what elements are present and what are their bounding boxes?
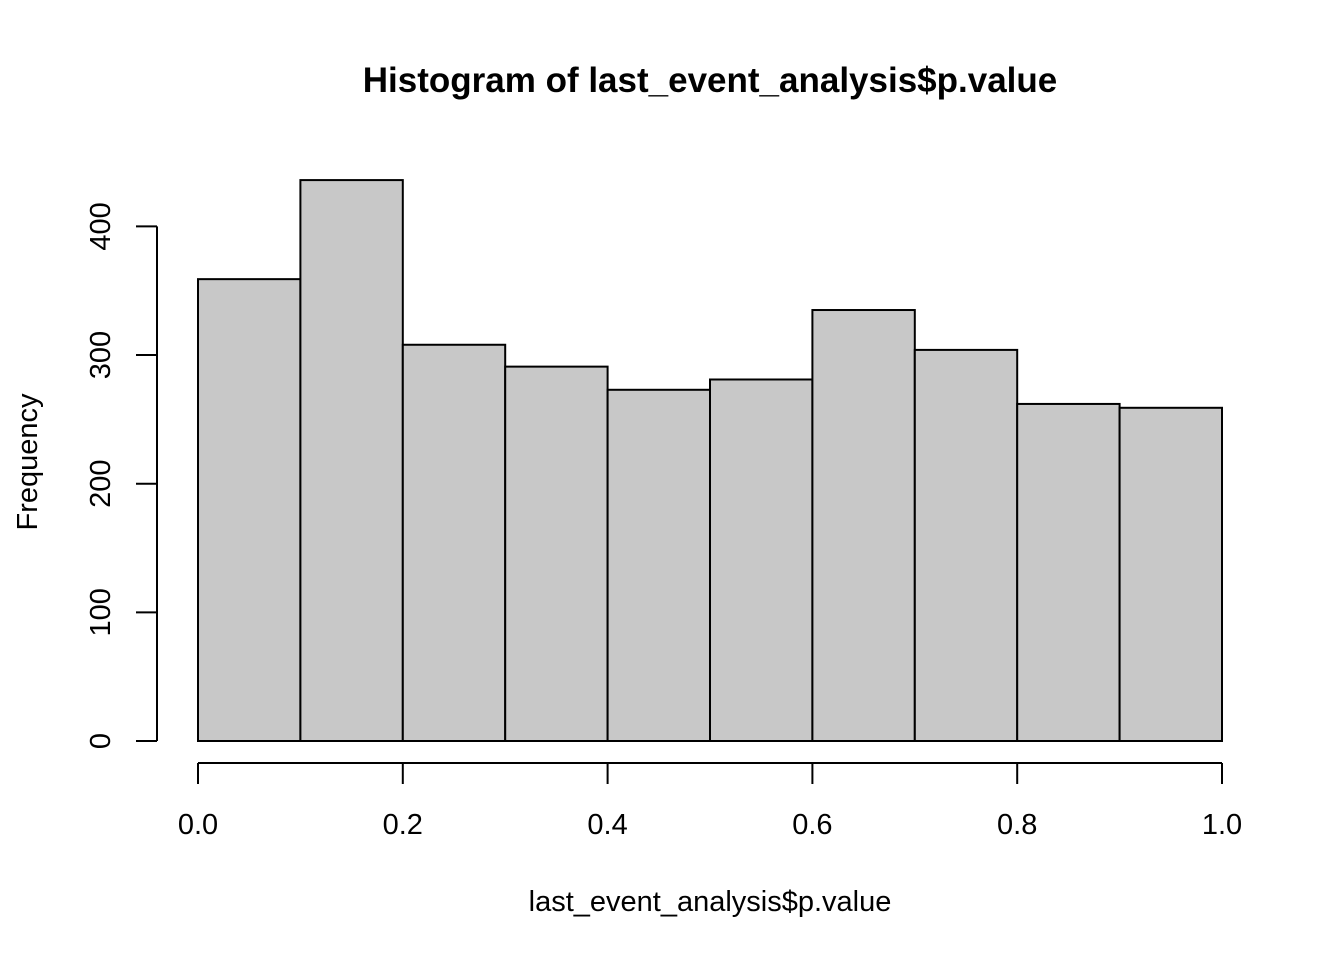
y-tick-label: 300 [85,331,117,379]
x-tick-label: 0.6 [792,809,832,841]
x-axis-label: last_event_analysis$p.value [529,886,892,918]
histogram-bar [1118,406,1223,742]
x-tick-label: 1.0 [1202,809,1242,841]
x-tick-label: 0.4 [587,809,627,841]
y-tick-label: 0 [85,733,117,749]
histogram-bar [913,348,1019,742]
y-axis-label: Frequency [12,393,44,531]
bars-group [197,179,1223,742]
histogram-bar [606,388,711,742]
histogram-bar [1016,402,1121,742]
x-tick-label: 0.8 [997,809,1037,841]
x-axis: 0.0 0.2 0.4 0.6 0.8 1.0 [178,762,1242,841]
histogram-bar [709,378,814,742]
y-axis: 0 100 200 300 400 [85,202,158,749]
histogram-bar [401,343,507,742]
y-tick-label: 200 [85,460,117,508]
histogram-bar [197,278,302,742]
chart-title: Histogram of last_event_analysis$p.value [363,61,1057,100]
histogram-bar [811,309,916,742]
y-tick-label: 100 [85,588,117,636]
histogram-bar [299,179,404,742]
y-tick-label: 400 [85,202,117,250]
x-tick-label: 0.2 [383,809,423,841]
histogram-bar [504,365,609,742]
x-tick-label: 0.0 [178,809,218,841]
